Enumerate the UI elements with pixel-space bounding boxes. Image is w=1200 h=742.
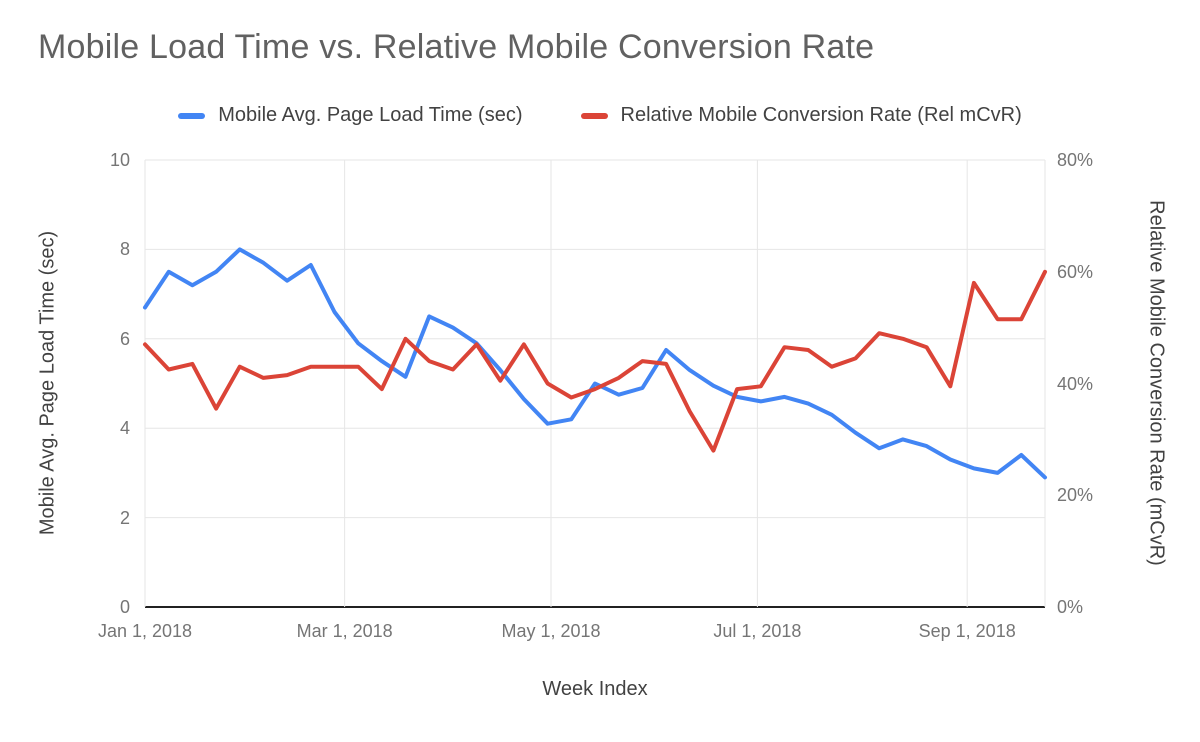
chart-legend: Mobile Avg. Page Load Time (sec) Relative… — [0, 104, 1200, 127]
left-y-tick-label: 2 — [119, 507, 130, 528]
series-line-conversion-rate — [143, 269, 1047, 453]
x-tick-label: May 1, 2018 — [501, 621, 601, 641]
x-tick-label: Mar 1, 2018 — [296, 621, 393, 641]
legend-label: Relative Mobile Conversion Rate (Rel mCv… — [620, 104, 1022, 126]
left-y-tick-label: 8 — [119, 239, 130, 260]
chart-title: Mobile Load Time vs. Relative Mobile Con… — [38, 28, 875, 66]
right-axis-title: Relative Mobile Conversion Rate (mCvR) — [1145, 200, 1168, 566]
right-y-tick-label: 0% — [1057, 597, 1084, 617]
x-tick-label: Jan 1, 2018 — [97, 621, 193, 641]
x-tick-label: Jul 1, 2018 — [713, 621, 802, 641]
left-y-tick-label: 0 — [119, 597, 130, 617]
right-y-tick-label: 60% — [1057, 261, 1094, 282]
right-y-tick-label: 80% — [1057, 150, 1094, 170]
left-y-tick-label: 10 — [109, 150, 130, 170]
legend-swatch-icon — [178, 112, 206, 119]
left-y-tick-label: 6 — [119, 328, 130, 349]
left-axis-title: Mobile Avg. Page Load Time (sec) — [36, 230, 59, 536]
right-y-tick-label: 20% — [1057, 485, 1094, 506]
legend-label: Mobile Avg. Page Load Time (sec) — [218, 104, 523, 126]
plot-area — [143, 159, 1047, 608]
legend-swatch-icon — [580, 112, 608, 119]
x-axis-title: Week Index — [542, 678, 648, 700]
x-tick-label: Sep 1, 2018 — [918, 621, 1016, 641]
legend-item-conversion-rate: Relative Mobile Conversion Rate (Rel mCv… — [580, 104, 1022, 127]
right-y-tick-label: 40% — [1057, 373, 1094, 394]
series-line-load-time — [143, 247, 1047, 480]
left-y-tick-label: 4 — [119, 418, 130, 439]
legend-item-load-time: Mobile Avg. Page Load Time (sec) — [178, 104, 523, 127]
